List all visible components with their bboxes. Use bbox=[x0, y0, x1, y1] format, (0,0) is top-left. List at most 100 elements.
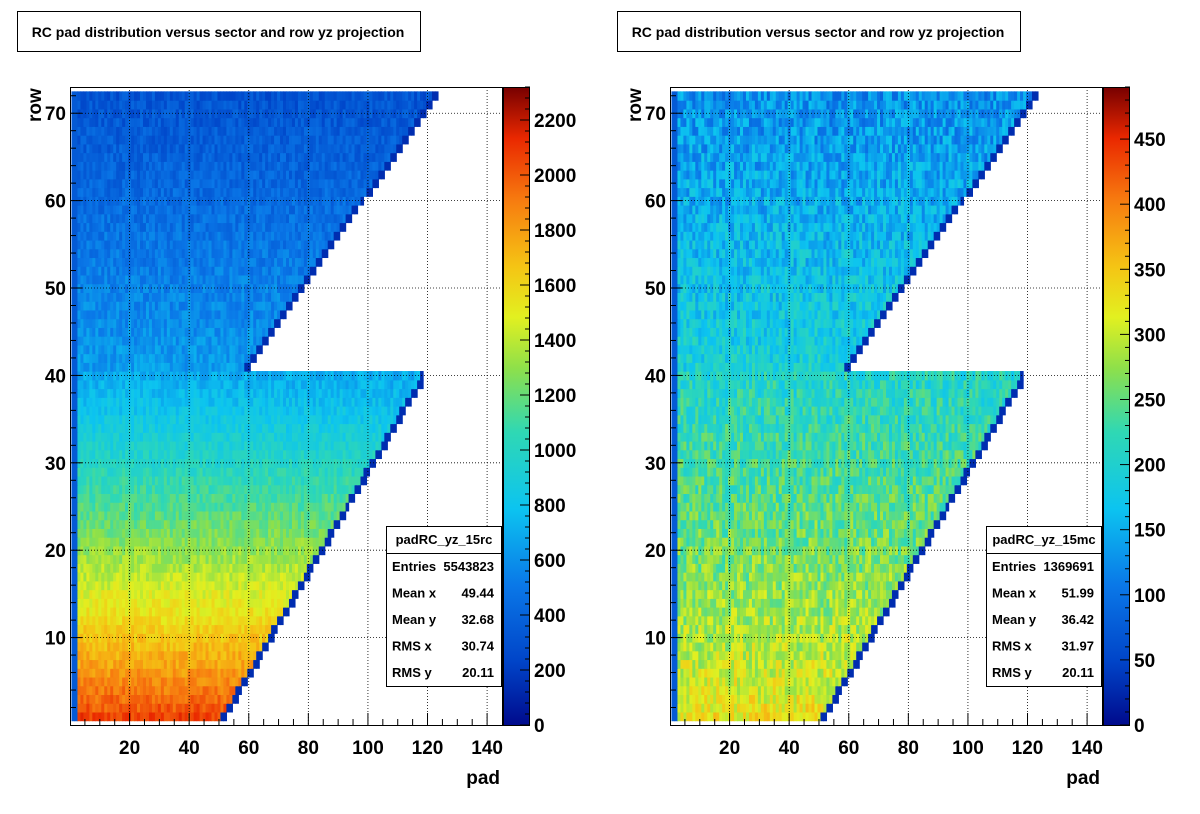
heatmap-cell bbox=[271, 484, 275, 494]
heatmap-cell bbox=[238, 624, 242, 634]
heatmap-cell bbox=[92, 510, 96, 521]
heatmap-cell bbox=[202, 633, 207, 643]
heatmap-cell bbox=[157, 598, 162, 608]
heatmap-cell bbox=[244, 440, 248, 451]
heatmap-cell bbox=[92, 711, 96, 722]
heatmap-cell bbox=[193, 607, 198, 617]
heatmap-cell bbox=[217, 641, 222, 652]
heatmap-cell bbox=[250, 537, 254, 547]
heatmap-cell bbox=[226, 467, 230, 477]
heatmap-cell bbox=[291, 572, 296, 582]
heatmap-cell bbox=[277, 598, 281, 608]
heatmap-cell bbox=[265, 580, 269, 591]
heatmap-cell bbox=[142, 537, 147, 547]
heatmap-cell bbox=[363, 449, 368, 460]
heatmap-cell bbox=[303, 519, 308, 529]
heatmap-cell bbox=[169, 528, 174, 538]
heatmap-cell bbox=[107, 668, 111, 678]
heatmap-cell bbox=[256, 598, 260, 608]
heatmap-cell bbox=[107, 537, 111, 547]
heatmap-cell bbox=[211, 545, 216, 556]
heatmap-cell bbox=[89, 467, 93, 477]
heatmap-cell bbox=[83, 537, 87, 547]
heatmap-cell bbox=[95, 449, 99, 460]
heatmap-cell bbox=[83, 580, 87, 591]
heatmap-cell bbox=[336, 458, 341, 468]
heatmap-cell bbox=[122, 432, 126, 442]
heatmap-cell bbox=[104, 440, 108, 451]
heatmap-cell bbox=[265, 519, 269, 529]
heatmap-cell bbox=[286, 484, 290, 494]
heatmap-cell bbox=[232, 659, 236, 669]
heatmap-cell bbox=[294, 580, 299, 591]
heatmap-cell bbox=[140, 650, 144, 661]
heatmap-cell bbox=[178, 711, 183, 722]
heatmap-cell bbox=[214, 607, 219, 617]
heatmap-cell bbox=[354, 484, 359, 494]
heatmap-cell bbox=[178, 668, 183, 678]
heatmap-cell bbox=[74, 537, 79, 547]
heatmap-cell bbox=[83, 650, 87, 661]
heatmap-cell bbox=[327, 493, 332, 503]
heatmap-cell bbox=[190, 607, 195, 617]
heatmap-cell bbox=[291, 493, 296, 503]
heatmap-cell bbox=[110, 589, 114, 599]
heatmap-cell bbox=[98, 615, 102, 626]
heatmap-cell bbox=[145, 475, 150, 486]
heatmap-cell bbox=[315, 554, 320, 564]
heatmap-cell bbox=[175, 554, 180, 564]
heatmap-cell bbox=[330, 510, 335, 521]
heatmap-cell bbox=[274, 493, 278, 503]
heatmap-cell bbox=[265, 484, 269, 494]
heatmap-cell bbox=[101, 694, 105, 704]
heatmap-cell bbox=[101, 607, 105, 617]
heatmap-cell bbox=[122, 502, 126, 512]
heatmap-cell bbox=[199, 624, 204, 634]
heatmap-cell bbox=[154, 510, 159, 521]
heatmap-cell bbox=[128, 528, 132, 538]
heatmap-cell bbox=[306, 554, 311, 564]
heatmap-cell bbox=[342, 502, 347, 512]
heatmap-cell bbox=[131, 545, 135, 556]
heatmap-cell bbox=[253, 449, 257, 460]
heatmap-cell bbox=[80, 440, 85, 451]
heatmap-cell bbox=[140, 528, 144, 538]
heatmap-cell bbox=[265, 467, 269, 477]
heatmap-cell bbox=[95, 563, 99, 573]
heatmap-cell bbox=[113, 633, 117, 643]
heatmap-cell bbox=[238, 685, 242, 696]
heatmap-cell bbox=[333, 475, 338, 486]
heatmap-cell bbox=[154, 545, 159, 556]
heatmap-cell bbox=[80, 554, 85, 564]
heatmap-cell bbox=[172, 449, 177, 460]
heatmap-cell bbox=[241, 607, 245, 617]
heatmap-cell bbox=[259, 510, 263, 521]
heatmap-cell bbox=[217, 598, 222, 608]
heatmap-cell bbox=[208, 598, 213, 608]
heatmap-cell bbox=[134, 598, 138, 608]
heatmap-cell bbox=[291, 475, 296, 486]
heatmap-cell bbox=[223, 502, 228, 512]
heatmap-cell bbox=[190, 510, 195, 521]
heatmap-cell bbox=[169, 475, 174, 486]
heatmap-cell bbox=[74, 607, 79, 617]
heatmap-cell bbox=[169, 467, 174, 477]
heatmap-cell bbox=[178, 502, 183, 512]
heatmap-cell bbox=[101, 537, 105, 547]
heatmap-cell bbox=[363, 475, 368, 486]
heatmap-cell bbox=[86, 563, 90, 573]
heatmap-cell bbox=[235, 580, 239, 591]
heatmap-cell bbox=[134, 519, 138, 529]
heatmap-cell bbox=[169, 537, 174, 547]
heatmap-cell bbox=[208, 493, 213, 503]
heatmap-cell bbox=[175, 440, 180, 451]
heatmap-cell bbox=[175, 510, 180, 521]
heatmap-cell bbox=[172, 607, 177, 617]
heatmap-cell bbox=[154, 484, 159, 494]
heatmap-cell bbox=[122, 580, 126, 591]
heatmap-cell bbox=[157, 449, 162, 460]
heatmap-cell bbox=[259, 607, 263, 617]
heatmap-cell bbox=[351, 475, 356, 486]
heatmap-cell bbox=[348, 213, 353, 224]
heatmap-cell bbox=[137, 668, 141, 678]
